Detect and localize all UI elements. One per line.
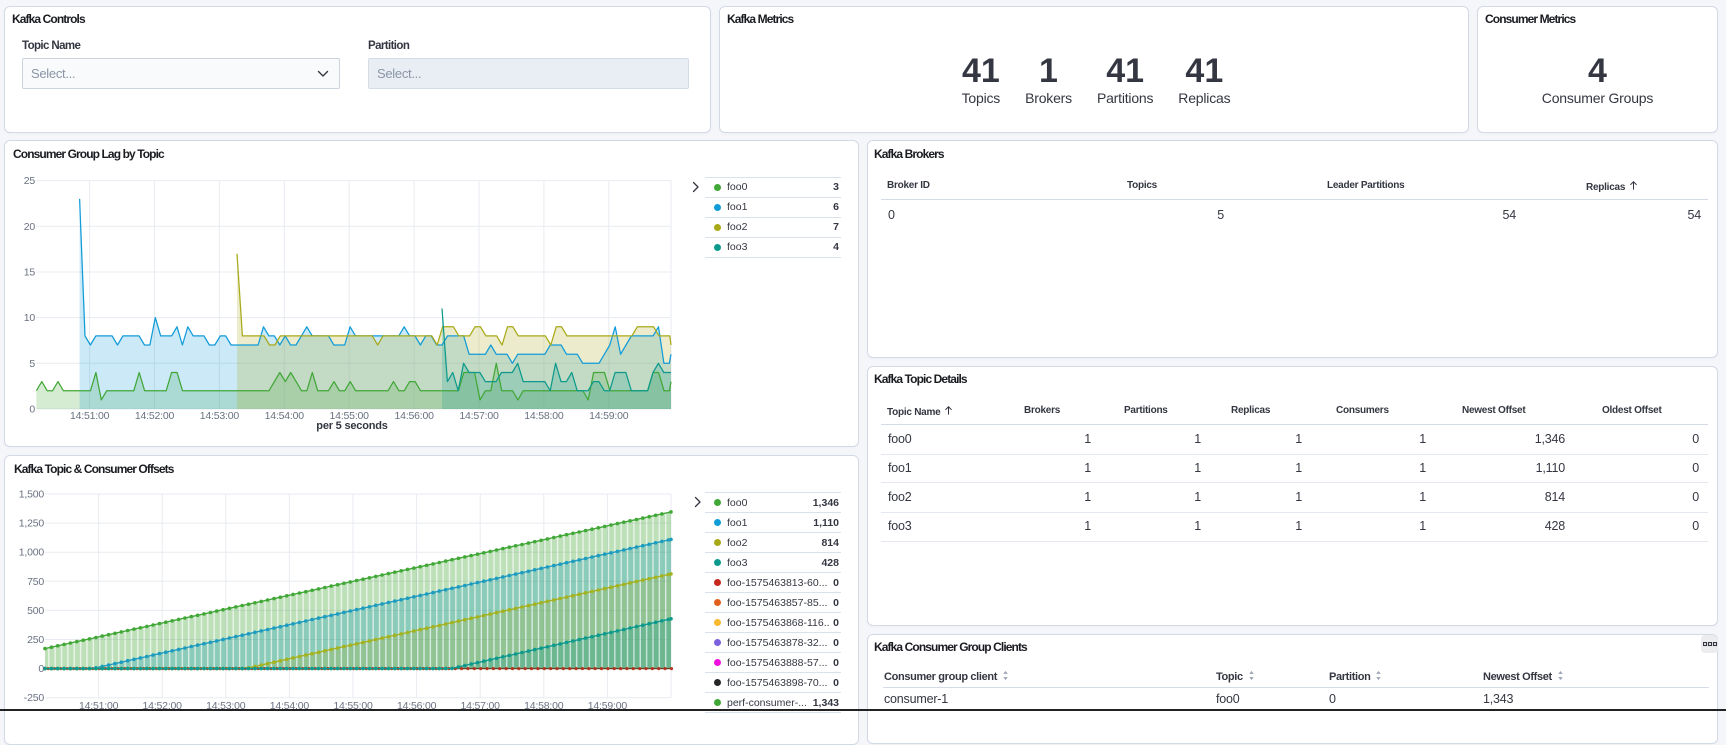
svg-text:250: 250 <box>27 634 44 646</box>
svg-text:14:53:00: 14:53:00 <box>200 410 240 422</box>
svg-text:20: 20 <box>24 221 36 233</box>
svg-text:14:52:00: 14:52:00 <box>135 410 175 422</box>
svg-text:10: 10 <box>24 312 36 324</box>
svg-text:500: 500 <box>27 605 44 617</box>
svg-text:per 5 seconds: per 5 seconds <box>316 420 387 432</box>
svg-text:1,250: 1,250 <box>19 518 45 530</box>
svg-text:14:58:00: 14:58:00 <box>524 410 564 422</box>
svg-text:14:51:00: 14:51:00 <box>70 410 110 422</box>
svg-text:0: 0 <box>38 663 44 675</box>
svg-text:0: 0 <box>29 404 35 416</box>
svg-text:-250: -250 <box>24 692 45 704</box>
svg-text:15: 15 <box>24 267 36 279</box>
svg-text:5: 5 <box>29 358 35 370</box>
svg-text:14:59:00: 14:59:00 <box>589 410 629 422</box>
svg-text:25: 25 <box>24 175 36 187</box>
svg-text:14:56:00: 14:56:00 <box>394 410 434 422</box>
svg-text:14:55:00: 14:55:00 <box>330 410 370 422</box>
svg-text:14:57:00: 14:57:00 <box>459 410 499 422</box>
svg-text:1,000: 1,000 <box>19 547 45 559</box>
svg-text:14:54:00: 14:54:00 <box>265 410 305 422</box>
svg-text:750: 750 <box>27 576 44 588</box>
svg-text:1,500: 1,500 <box>19 489 45 501</box>
